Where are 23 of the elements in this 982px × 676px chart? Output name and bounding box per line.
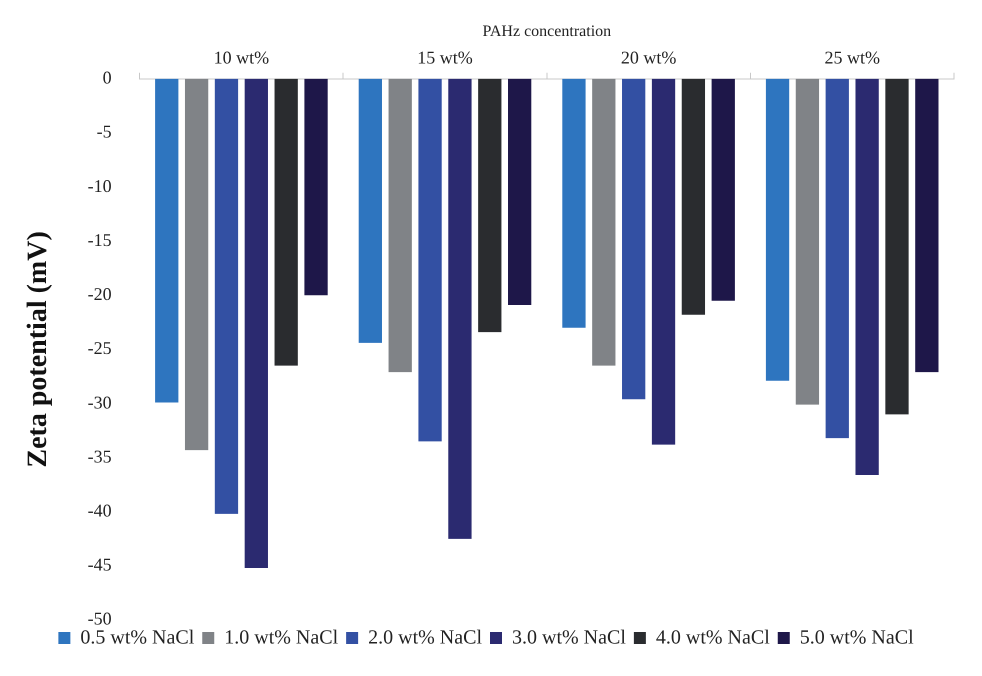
y-tick-label: -10: [88, 176, 112, 196]
y-tick-label: -15: [88, 230, 112, 250]
y-tick-label: -40: [88, 500, 112, 520]
x-tick-label: 20 wt%: [620, 48, 676, 68]
y-tick-label: -45: [88, 554, 112, 575]
y-tick-label: -35: [88, 446, 112, 466]
legend-label: 3.0 wt% NaCl: [512, 626, 626, 648]
y-tick-label: -30: [88, 392, 112, 412]
y-tick-label: -50: [88, 608, 112, 629]
y-tick-label: -5: [96, 122, 112, 142]
legend-label: 0.5 wt% NaCl: [80, 626, 195, 648]
y-tick-label: -20: [88, 284, 112, 304]
legend-label: 1.0 wt% NaCl: [224, 626, 339, 648]
x-axis-title: PAHz concentration: [482, 22, 612, 40]
y-tick-label: 0: [102, 68, 112, 88]
legend-label: 4.0 wt% NaCl: [656, 626, 770, 648]
legend-label: 5.0 wt% NaCl: [800, 626, 914, 648]
x-tick-label: 25 wt%: [824, 48, 880, 68]
y-tick-label: -25: [88, 338, 112, 358]
x-tick-label: 15 wt%: [417, 48, 473, 68]
legend-label: 2.0 wt% NaCl: [368, 626, 482, 648]
y-axis-title: Zeta potential (mV): [22, 231, 54, 468]
x-tick-label: 10 wt%: [214, 48, 270, 68]
